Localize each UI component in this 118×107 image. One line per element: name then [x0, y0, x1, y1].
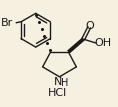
Text: Br: Br	[1, 18, 13, 28]
Text: OH: OH	[95, 38, 112, 48]
Text: H: H	[61, 78, 68, 88]
Text: N: N	[54, 77, 63, 87]
Text: HCl: HCl	[48, 88, 67, 98]
Text: O: O	[86, 21, 95, 31]
